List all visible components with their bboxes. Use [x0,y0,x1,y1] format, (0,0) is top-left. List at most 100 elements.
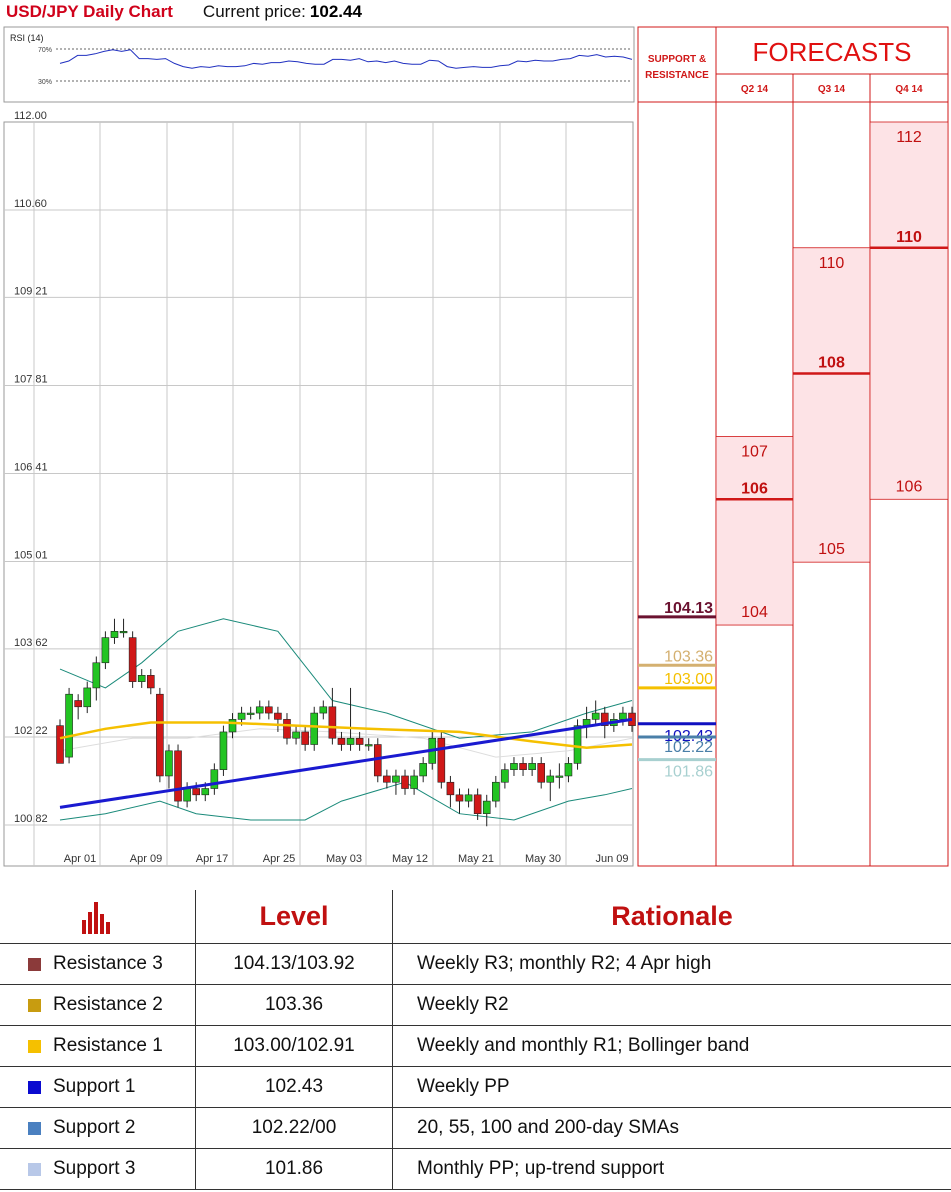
rationale: Weekly and monthly R1; Bollinger band [417,1035,750,1056]
level-name: Resistance 2 [53,994,163,1015]
candle [219,731,228,770]
table-header: Level Rationale [0,890,951,944]
candle [482,800,491,814]
y-tick-label: 109.21 [14,285,48,297]
forecast-mid-label: 108 [818,355,845,372]
candle [228,719,237,733]
title-bar: USD/JPY Daily Chart Current price: 102.4… [6,0,362,24]
candle [573,725,582,764]
candle [437,737,446,783]
y-tick-label: 105.01 [14,550,48,562]
level-value: 104.13/103.92 [196,944,393,984]
level-name: Support 2 [53,1117,136,1138]
color-swatch [28,1121,41,1135]
color-swatch [28,998,41,1012]
level-name: Resistance 3 [53,953,163,974]
candle [328,706,337,739]
candle [492,781,500,802]
table-row: Support 1 102.43 Weekly PP [0,1067,951,1108]
level-name-cell: Resistance 3 [0,944,196,984]
x-tick-label: Jun 09 [595,853,628,865]
header-level: Level [196,890,393,943]
table-row: Support 3 101.86 Monthly PP; up-trend supp… [0,1149,951,1190]
candle [537,763,546,783]
forecast-high-label: 110 [819,255,845,272]
candle [74,700,82,708]
level-name-cell: Support 3 [0,1149,196,1189]
color-swatch [28,1080,41,1094]
quarter-label: Q3 14 [818,84,846,95]
candle [501,769,509,783]
candle [292,731,300,739]
level-label: 104.13 [664,600,713,617]
quarter-label: Q4 14 [895,84,923,95]
forecast-mid-label: 110 [896,229,922,246]
candle [519,763,527,770]
forecast-range [715,436,794,626]
forecast-low-label: 105 [818,541,845,558]
header-rationale: Rationale [611,901,733,931]
candle [174,750,182,802]
sr-header-line1: SUPPORT & [648,54,706,65]
chart-canvas: RSI (14) 70% 30% 112.00 110.60 109.21 107.81 10… [3,26,949,867]
sma-line [59,721,633,749]
candle [383,775,391,783]
levels-table: Level Rationale Resistance 3 104.13/103.9… [0,890,951,1190]
candle [510,763,518,770]
level-label: 101.86 [664,764,713,781]
candle [473,794,482,814]
candle [92,662,101,689]
rsi-line [59,49,633,69]
table-row: Resistance 3 104.13/103.92 Weekly R3; mont… [0,944,951,985]
candle [83,687,92,708]
y-tick-label: 110.60 [14,198,47,210]
forecast-mid-label: 106 [741,480,768,497]
candle [165,750,173,777]
level-label: 103.00 [664,671,713,688]
level-name: Support 1 [53,1076,136,1097]
y-tick-label: 103.62 [14,637,48,649]
level-value: 101.86 [196,1149,393,1189]
x-tick-label: May 12 [392,853,428,865]
candle [255,706,264,714]
table-row: Support 2 102.22/00 20, 55, 100 and 200-da… [0,1108,951,1149]
forecasts-title: FORECASTS [753,37,912,67]
color-swatch [28,957,41,971]
forecast-range [869,121,949,500]
candle [128,637,137,682]
y-tick-label: 112.00 [14,110,47,122]
level-label: 103.36 [664,648,713,665]
rationale: Weekly R2 [417,994,509,1015]
rsi-label: RSI (14) [10,33,44,43]
forecast-range [792,247,871,563]
price-value: 102.44 [309,2,362,21]
x-tick-label: May 21 [458,853,494,865]
table-row: Resistance 1 103.00/102.91 Weekly and mont… [0,1026,951,1067]
candle [65,693,73,758]
candle [528,763,536,770]
candle [156,693,164,777]
trend-line [59,717,633,809]
candle [464,794,473,802]
level-name-cell: Support 1 [0,1067,196,1107]
level-name: Resistance 1 [53,1035,163,1056]
candle [101,637,110,664]
candle [446,781,455,796]
candle [337,737,346,745]
y-tick-label: 100.82 [14,813,48,825]
forecast-high-label: 107 [741,443,768,460]
candle [392,775,400,783]
candle [56,725,64,764]
candle [319,706,328,714]
candle [201,788,210,796]
forecast-low-label: 104 [741,604,768,621]
x-tick-label: May 03 [326,853,362,865]
candle [346,737,355,745]
rsi-upper-label: 70% [38,47,52,54]
candle [137,675,146,682]
table-row: Resistance 2 103.36 Weekly R2 [0,985,951,1026]
candle [265,706,273,714]
color-swatch [28,1162,41,1176]
rationale: 20, 55, 100 and 200-day SMAs [417,1117,679,1138]
candle [210,769,219,789]
